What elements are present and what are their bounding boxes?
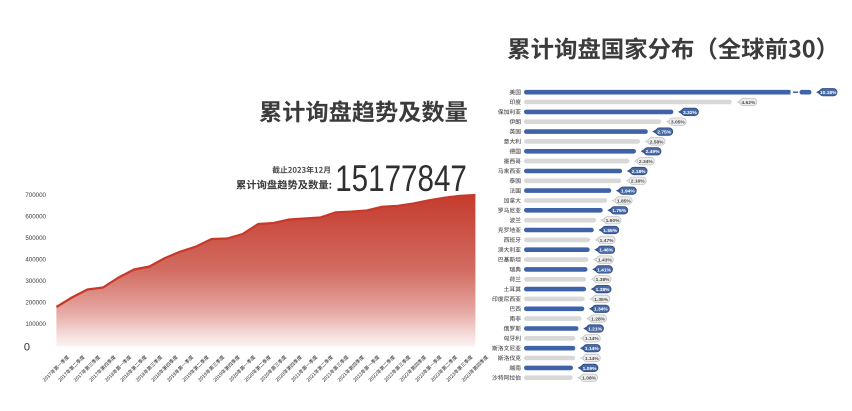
svg-text:100000: 100000 — [25, 321, 46, 328]
svg-text:1.38%: 1.38% — [596, 287, 611, 293]
svg-text:400000: 400000 — [25, 257, 46, 264]
svg-text:200000: 200000 — [25, 300, 46, 307]
svg-text:3.05%: 3.05% — [671, 120, 686, 126]
svg-text:2.58%: 2.58% — [650, 139, 665, 145]
svg-text:500000: 500000 — [25, 235, 46, 242]
svg-text:0: 0 — [24, 342, 30, 354]
svg-text:3.32%: 3.32% — [683, 110, 698, 116]
svg-text:1.09%: 1.09% — [583, 366, 598, 372]
svg-text:1.47%: 1.47% — [600, 238, 615, 244]
svg-text:1.14%: 1.14% — [585, 346, 600, 352]
svg-text:1.60%: 1.60% — [606, 218, 621, 224]
svg-text:1.35%: 1.35% — [594, 297, 609, 303]
svg-text:1.43%: 1.43% — [598, 258, 613, 264]
svg-text:1.85%: 1.85% — [617, 198, 632, 204]
svg-text:1.38%: 1.38% — [596, 277, 611, 283]
svg-text:1.46%: 1.46% — [599, 248, 614, 254]
svg-text:1.14%: 1.14% — [585, 356, 600, 362]
svg-text:1.94%: 1.94% — [621, 189, 636, 195]
svg-text:2.49%: 2.49% — [646, 149, 661, 155]
svg-text:1.28%: 1.28% — [591, 317, 606, 323]
svg-text:2.18%: 2.18% — [632, 169, 647, 175]
svg-text:1.55%: 1.55% — [603, 228, 618, 234]
svg-text:1.08%: 1.08% — [582, 376, 597, 382]
svg-text:2.34%: 2.34% — [639, 159, 654, 165]
svg-text:1.75%: 1.75% — [612, 208, 627, 214]
svg-text:1.14%: 1.14% — [585, 336, 600, 342]
svg-text:4.62%: 4.62% — [741, 100, 756, 106]
svg-text:10.18%: 10.18% — [820, 90, 837, 96]
svg-text:1.41%: 1.41% — [597, 267, 612, 273]
svg-text:15177847: 15177847 — [335, 159, 467, 200]
svg-text:2.16%: 2.16% — [631, 179, 646, 185]
svg-text:2.75%: 2.75% — [657, 130, 672, 136]
svg-text:600000: 600000 — [25, 214, 46, 221]
svg-text:700000: 700000 — [25, 192, 46, 199]
svg-text:1.34%: 1.34% — [594, 307, 609, 313]
svg-text:300000: 300000 — [25, 278, 46, 285]
svg-text:1.21%: 1.21% — [588, 326, 603, 332]
